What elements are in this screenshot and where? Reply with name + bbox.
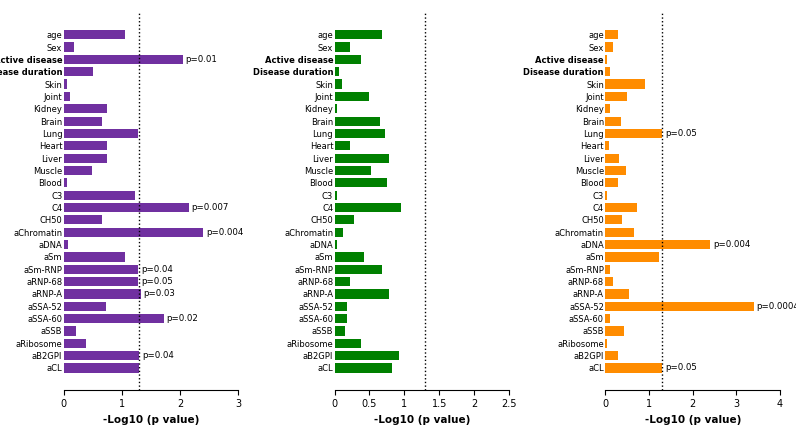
Bar <box>605 302 754 311</box>
Bar <box>605 289 630 298</box>
Bar <box>334 228 343 237</box>
Bar <box>64 141 107 150</box>
Bar <box>605 351 618 360</box>
Text: p=0.02: p=0.02 <box>166 314 198 323</box>
X-axis label: -Log10 (p value): -Log10 (p value) <box>645 415 741 425</box>
Bar <box>64 302 106 311</box>
Bar <box>334 104 338 113</box>
Text: p=0.004: p=0.004 <box>206 228 244 237</box>
Bar <box>334 314 347 323</box>
Bar <box>64 67 93 76</box>
Bar <box>64 289 141 298</box>
Bar <box>605 326 624 336</box>
Bar <box>334 326 345 336</box>
Bar <box>64 116 102 126</box>
X-axis label: -Log10 (p value): -Log10 (p value) <box>373 415 470 425</box>
Bar <box>605 265 610 274</box>
Bar <box>64 314 164 323</box>
Bar <box>605 339 607 348</box>
Bar <box>64 154 107 163</box>
Bar <box>64 104 107 113</box>
Bar <box>605 277 613 286</box>
Bar <box>334 67 339 76</box>
Text: p=0.04: p=0.04 <box>142 351 174 360</box>
Bar <box>334 252 364 262</box>
Bar <box>64 240 68 249</box>
Bar <box>334 141 350 150</box>
Text: p=0.05: p=0.05 <box>665 129 696 138</box>
Bar <box>605 92 627 101</box>
Text: p=0.01: p=0.01 <box>185 55 217 64</box>
Bar <box>334 80 341 89</box>
Text: p=0.004: p=0.004 <box>712 240 750 249</box>
Bar <box>605 55 607 64</box>
Bar <box>64 80 67 89</box>
Bar <box>605 116 621 126</box>
Bar <box>334 215 354 224</box>
Bar <box>334 116 380 126</box>
Bar <box>64 166 92 175</box>
Bar <box>605 67 610 76</box>
Bar <box>605 166 626 175</box>
Bar <box>605 104 610 113</box>
Bar <box>334 129 384 138</box>
Bar <box>605 191 607 200</box>
Bar <box>605 252 658 262</box>
Bar <box>334 92 369 101</box>
Bar <box>334 277 350 286</box>
Bar <box>64 92 69 101</box>
Bar <box>334 363 392 372</box>
Text: p=0.007: p=0.007 <box>192 203 229 212</box>
Bar <box>64 42 74 52</box>
Bar <box>605 42 613 52</box>
Bar <box>334 302 347 311</box>
Text: p=0.04: p=0.04 <box>141 265 173 274</box>
Bar <box>64 351 139 360</box>
Text: p=0.03: p=0.03 <box>143 289 175 298</box>
Bar <box>334 191 338 200</box>
Text: p=0.05: p=0.05 <box>665 363 696 372</box>
Bar <box>334 265 382 274</box>
Bar <box>64 30 125 39</box>
Bar <box>334 30 382 39</box>
Bar <box>334 240 338 249</box>
Bar <box>64 252 125 262</box>
Bar <box>605 129 662 138</box>
Bar <box>64 326 76 336</box>
Bar <box>334 154 389 163</box>
Bar <box>334 351 399 360</box>
Bar <box>64 129 139 138</box>
Bar <box>605 154 619 163</box>
Bar <box>605 240 710 249</box>
Bar <box>64 228 204 237</box>
Bar <box>64 203 189 212</box>
Bar <box>64 178 67 187</box>
Bar <box>605 203 637 212</box>
Bar <box>605 228 634 237</box>
Bar <box>334 339 361 348</box>
Bar <box>64 265 139 274</box>
Bar <box>605 141 609 150</box>
Bar <box>605 314 610 323</box>
Text: p=0.0004: p=0.0004 <box>756 302 796 311</box>
Bar <box>64 191 135 200</box>
Bar <box>334 289 389 298</box>
Bar <box>64 55 183 64</box>
Bar <box>334 42 350 52</box>
Bar <box>64 339 86 348</box>
X-axis label: -Log10 (p value): -Log10 (p value) <box>103 415 199 425</box>
Bar <box>605 215 622 224</box>
Bar <box>605 178 618 187</box>
Bar <box>334 166 371 175</box>
Bar <box>64 215 102 224</box>
Bar <box>605 30 618 39</box>
Bar <box>64 363 139 372</box>
Bar <box>64 277 139 286</box>
Bar <box>334 55 361 64</box>
Bar <box>334 203 401 212</box>
Bar <box>605 80 645 89</box>
Text: p=0.05: p=0.05 <box>141 277 173 286</box>
Bar <box>334 178 387 187</box>
Bar <box>605 363 662 372</box>
